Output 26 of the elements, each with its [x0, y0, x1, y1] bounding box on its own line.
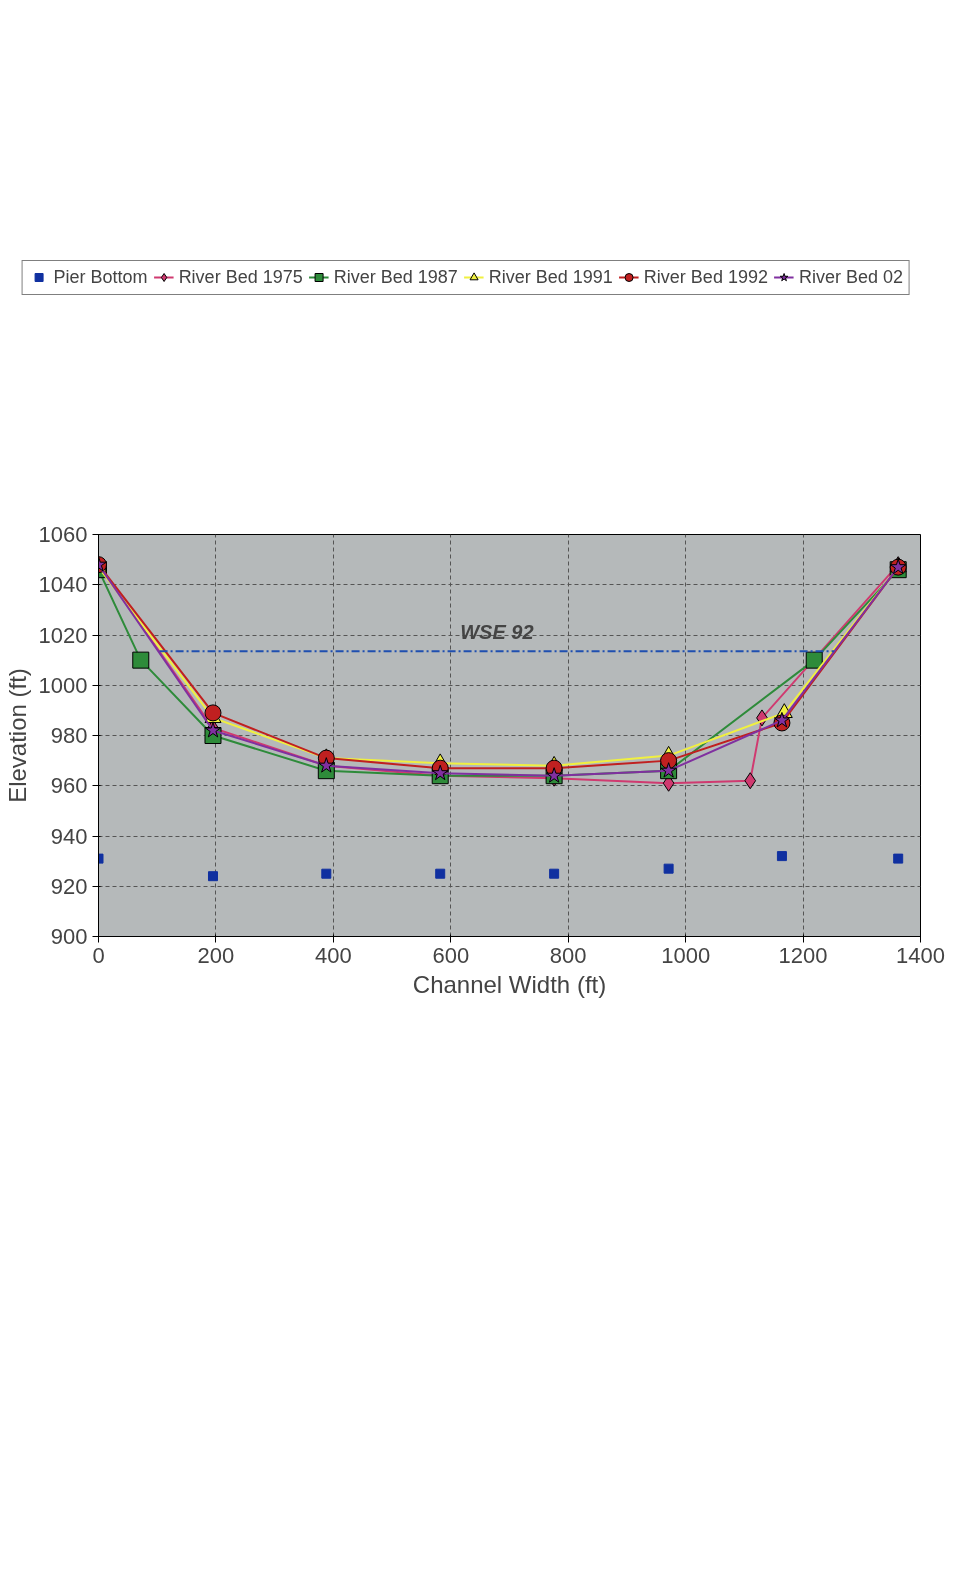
- y-tick-label: 1000: [38, 672, 88, 698]
- y-tick-label: 980: [50, 723, 88, 748]
- y-tick-label: 1040: [38, 572, 88, 598]
- x-tick-label: 800: [549, 942, 587, 968]
- legend-label: River Bed 1991: [488, 266, 613, 288]
- legend-label: River Bed 1987: [333, 266, 458, 288]
- series-label: WSE 92: [460, 621, 534, 644]
- y-tick-label: 920: [50, 873, 88, 899]
- x-tick-label: 1000: [661, 942, 711, 968]
- y-tick-label: 940: [50, 823, 88, 849]
- x-tick-label: 600: [432, 942, 470, 968]
- y-tick-label: 1020: [38, 622, 88, 648]
- y-tick-label: 960: [50, 773, 88, 799]
- legend-label: River Bed 02: [798, 266, 903, 288]
- y-tick-label: 1060: [38, 522, 88, 547]
- x-tick-label: 0: [92, 942, 105, 968]
- x-tick-label: 1200: [778, 942, 828, 968]
- x-axis-title: Channel Width (ft): [412, 970, 607, 998]
- legend-label: Pier Bottom: [53, 266, 148, 288]
- y-tick-label: 900: [50, 924, 88, 949]
- legend-label: River Bed 1975: [178, 266, 303, 288]
- x-tick-label: 1400: [896, 942, 945, 968]
- x-tick-label: 200: [197, 942, 235, 968]
- legend-label: River Bed 1992: [643, 266, 768, 288]
- y-axis-title: Elevation (ft): [3, 668, 31, 803]
- x-tick-label: 400: [315, 942, 352, 968]
